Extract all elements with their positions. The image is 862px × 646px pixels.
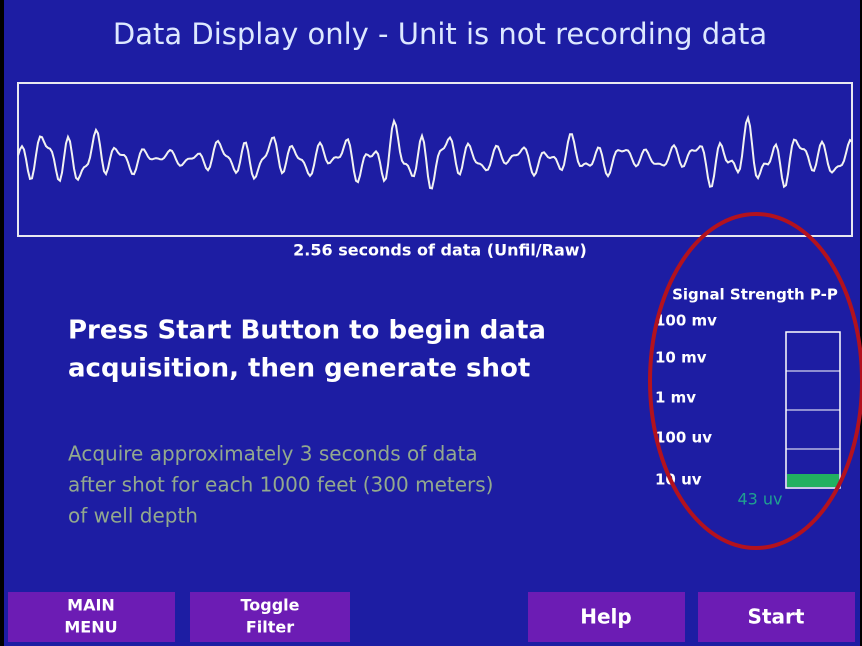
instruction-line: Press Start Button to begin data bbox=[68, 316, 546, 346]
button[interactable]: MAIN MENU bbox=[8, 592, 175, 642]
button-label: Help bbox=[580, 605, 631, 629]
level-label: 10 uv bbox=[655, 471, 702, 489]
button-label: Toggle bbox=[240, 596, 299, 615]
level-label: 1 mv bbox=[655, 389, 696, 407]
signal-title: Signal Strength P-P bbox=[672, 286, 838, 304]
note-line: after shot for each 1000 feet (300 meter… bbox=[68, 473, 493, 497]
button[interactable]: Toggle Filter bbox=[190, 592, 350, 642]
button[interactable]: Help bbox=[528, 592, 685, 642]
caption: 2.56 seconds of data (Unfil/Raw) bbox=[293, 241, 587, 260]
button-label: Filter bbox=[246, 618, 294, 637]
button-label: Start bbox=[748, 605, 805, 629]
note-line: of well depth bbox=[68, 504, 198, 528]
title: Data Display only - Unit is not recordin… bbox=[113, 17, 767, 51]
note-line: Acquire approximately 3 seconds of data bbox=[68, 442, 478, 466]
instruction-line: acquisition, then generate shot bbox=[68, 354, 530, 384]
waveform bbox=[17, 114, 853, 190]
button-label: MENU bbox=[64, 618, 117, 637]
level-label: 100 uv bbox=[655, 429, 712, 447]
button[interactable]: Start bbox=[698, 592, 855, 642]
level-label: 10 mv bbox=[655, 349, 707, 367]
waveform-box bbox=[17, 82, 853, 237]
highlight-circle bbox=[648, 212, 862, 550]
meter-fill bbox=[787, 474, 839, 487]
level-label: 100 mv bbox=[655, 312, 717, 330]
reading: 43 uv bbox=[737, 490, 782, 509]
button-label: MAIN bbox=[67, 596, 115, 615]
